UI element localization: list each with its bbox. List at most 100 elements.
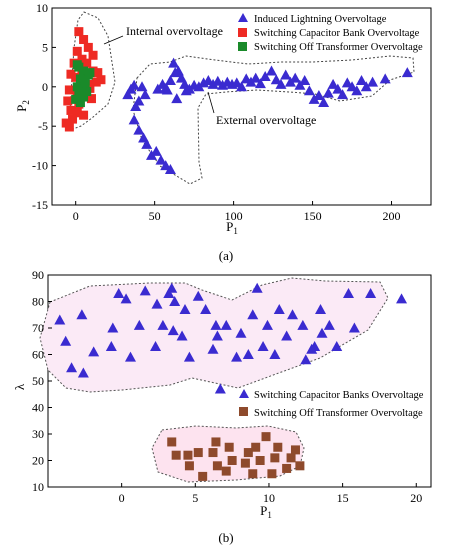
- series-0-point: [235, 327, 247, 338]
- series-0-point: [160, 160, 172, 171]
- series-0-point: [254, 78, 266, 89]
- series-0-point: [133, 319, 145, 330]
- y-tick-label: 40: [32, 401, 44, 415]
- series-0-point: [270, 74, 282, 85]
- series-0-point: [179, 78, 191, 89]
- series-0-point: [259, 71, 271, 82]
- series-0-point: [130, 101, 142, 111]
- series-0-point: [105, 341, 117, 352]
- series-1-point: [282, 463, 292, 473]
- legend-b-marker-capacitor-banks: [239, 389, 249, 398]
- series-0-point: [76, 309, 88, 320]
- series-0-point: [280, 69, 292, 80]
- series-0-point: [287, 309, 299, 320]
- series-0-point: [299, 74, 311, 85]
- external-overvoltage-leader: [207, 91, 215, 114]
- series-0-point: [318, 97, 330, 108]
- series-0-point: [77, 367, 89, 378]
- series-0-point: [166, 282, 178, 293]
- series-0-point: [250, 72, 262, 83]
- series-0-point: [401, 67, 413, 78]
- series-1-point: [171, 450, 181, 460]
- x-tick-label: 200: [383, 209, 401, 223]
- x-axis-label-b: P1: [260, 503, 272, 520]
- series-1-point: [71, 72, 81, 82]
- series-0-point: [136, 81, 148, 92]
- series-0-point: [120, 293, 132, 304]
- series-0-point: [309, 341, 321, 352]
- series-0-point: [289, 72, 301, 83]
- series-0-point: [133, 95, 145, 106]
- y-tick-label: 0: [42, 80, 48, 94]
- x-tick-label: 50: [149, 209, 161, 223]
- series-0-point: [341, 77, 353, 88]
- series-1-point: [270, 453, 280, 463]
- plot-frame-a: [51, 7, 432, 206]
- y-tick-label: -15: [32, 198, 48, 212]
- series-1-point: [64, 85, 74, 95]
- series-0-point: [214, 383, 226, 394]
- x-tick-label: 150: [304, 209, 322, 223]
- series-0-point: [172, 65, 184, 76]
- series-0-point: [179, 303, 191, 314]
- series-1-point: [88, 50, 98, 60]
- legend-a-marker-transformer: [238, 42, 247, 51]
- series-0-point: [180, 85, 192, 96]
- y-tick-label: 5: [42, 40, 48, 54]
- series-0-point: [316, 327, 328, 338]
- series-0-point: [122, 89, 134, 100]
- series-1-point: [68, 114, 78, 124]
- series-1-point: [248, 469, 258, 479]
- series-0-point: [297, 319, 309, 330]
- series-1-point: [193, 448, 203, 458]
- series-0-point: [315, 303, 327, 314]
- external-overvoltage-label: External overvoltage: [216, 113, 316, 127]
- series-2-point: [85, 68, 95, 78]
- legend-a-label-capacitor-bank: Switching Capacitor Bank Overvoltage: [254, 28, 420, 39]
- series-1-point: [243, 448, 253, 458]
- series-2-point: [75, 98, 85, 108]
- series-2-point: [77, 84, 87, 94]
- legend-a-marker-induced-lightning: [238, 13, 248, 22]
- series-1-point: [79, 35, 89, 45]
- series-0-point: [88, 346, 100, 357]
- series-1-point: [66, 69, 76, 79]
- series-1-point: [227, 456, 237, 465]
- series-1-point: [74, 27, 84, 37]
- series-0-point: [351, 85, 363, 96]
- series-0-point: [133, 124, 145, 135]
- series-0-point: [313, 89, 325, 100]
- series-0-point: [236, 81, 247, 92]
- y-tick-label: 20: [32, 454, 44, 468]
- series-0-point: [212, 75, 224, 86]
- series-1-point: [208, 448, 218, 458]
- y-tick-label: 80: [32, 295, 44, 309]
- series-0-point: [332, 83, 344, 94]
- series-0-point: [251, 282, 263, 293]
- series-0-point: [167, 325, 179, 336]
- legend-a-marker-capacitor-bank: [238, 28, 247, 37]
- series-1-point: [82, 58, 92, 68]
- series-1-point: [72, 108, 82, 118]
- y-tick-label: 10: [36, 1, 48, 15]
- series-1-point: [290, 445, 300, 455]
- series-0-point: [343, 288, 355, 299]
- series-0-point: [192, 290, 204, 301]
- series-1-point: [221, 466, 231, 476]
- series-0-point: [113, 288, 125, 299]
- internal-overvoltage-label: Internal overvoltage: [126, 24, 223, 38]
- series-0-point: [257, 341, 269, 352]
- series-0-point: [269, 349, 281, 359]
- series-0-point: [220, 319, 232, 330]
- caption-b: (b): [218, 530, 233, 545]
- series-0-point: [323, 319, 335, 330]
- data-points-b: [54, 282, 408, 481]
- series-0-point: [261, 319, 273, 330]
- series-1-point: [240, 458, 250, 468]
- series-0-point: [168, 57, 180, 68]
- series-0-point: [331, 341, 343, 352]
- series-0-point: [150, 341, 162, 352]
- x-tick-label: 0: [119, 491, 125, 505]
- series-0-point: [242, 349, 254, 359]
